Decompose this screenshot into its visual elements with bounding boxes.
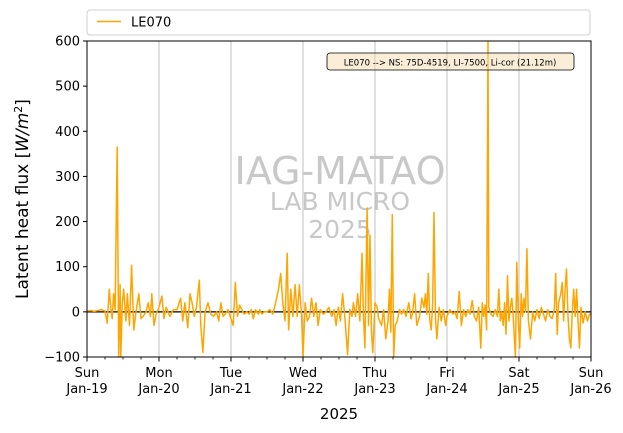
y-tick-label: 500 <box>55 80 80 95</box>
x-tick-label-day: Fri <box>439 366 455 381</box>
x-tick-label-date: Jan-25 <box>497 382 539 397</box>
vertical-gridlines <box>86 41 592 357</box>
legend: LE070 <box>86 9 591 36</box>
annotation-text: LE070 --> NS: 75D-4519, LI-7500, Li-cor … <box>344 59 557 69</box>
series-le070-line <box>86 40 591 358</box>
x-tick-label-day: Tue <box>219 366 242 381</box>
watermark-line3: 2025 <box>308 215 372 244</box>
x-tick-label-date: Jan-24 <box>425 382 467 397</box>
x-tick-label-date: Jan-21 <box>209 382 251 397</box>
x-tick-label-day: Sun <box>579 366 604 381</box>
y-axis-label: Latent heat flux [W/m2] <box>12 99 34 299</box>
x-axis: SunJan-19MonJan-20TueJan-21WedJan-22ThuJ… <box>65 357 612 397</box>
x-tick-label-date: Jan-23 <box>353 382 395 397</box>
y-tick-label: 100 <box>55 260 80 275</box>
x-tick-label-date: Jan-26 <box>569 382 611 397</box>
x-tick-label-date: Jan-20 <box>137 382 179 397</box>
watermark-line1: IAG-MATAO <box>234 149 445 193</box>
x-tick-label-day: Thu <box>362 366 387 381</box>
y-axis: −100 0 100 200 300 400 500 600 <box>44 35 87 366</box>
legend-label-le070: LE070 <box>131 16 171 31</box>
x-tick-label-day: Sat <box>508 366 529 381</box>
x-axis-label: 2025 <box>320 405 358 423</box>
x-tick-label-day: Mon <box>145 366 172 381</box>
y-tick-label: −100 <box>44 351 80 366</box>
annotation-box: LE070 --> NS: 75D-4519, LI-7500, Li-cor … <box>326 52 575 71</box>
x-tick-label-date: Jan-19 <box>65 382 107 397</box>
x-tick-label-day: Wed <box>289 366 317 381</box>
y-tick-label: 600 <box>55 35 80 50</box>
watermark-line2: LAB MICRO <box>270 187 410 216</box>
x-tick-label-day: Sun <box>75 366 100 381</box>
y-tick-label: 200 <box>55 215 80 230</box>
y-tick-label: 300 <box>55 170 80 185</box>
y-tick-label: 400 <box>55 125 80 140</box>
x-tick-label-date: Jan-22 <box>281 382 323 397</box>
y-tick-label: 0 <box>72 305 80 320</box>
